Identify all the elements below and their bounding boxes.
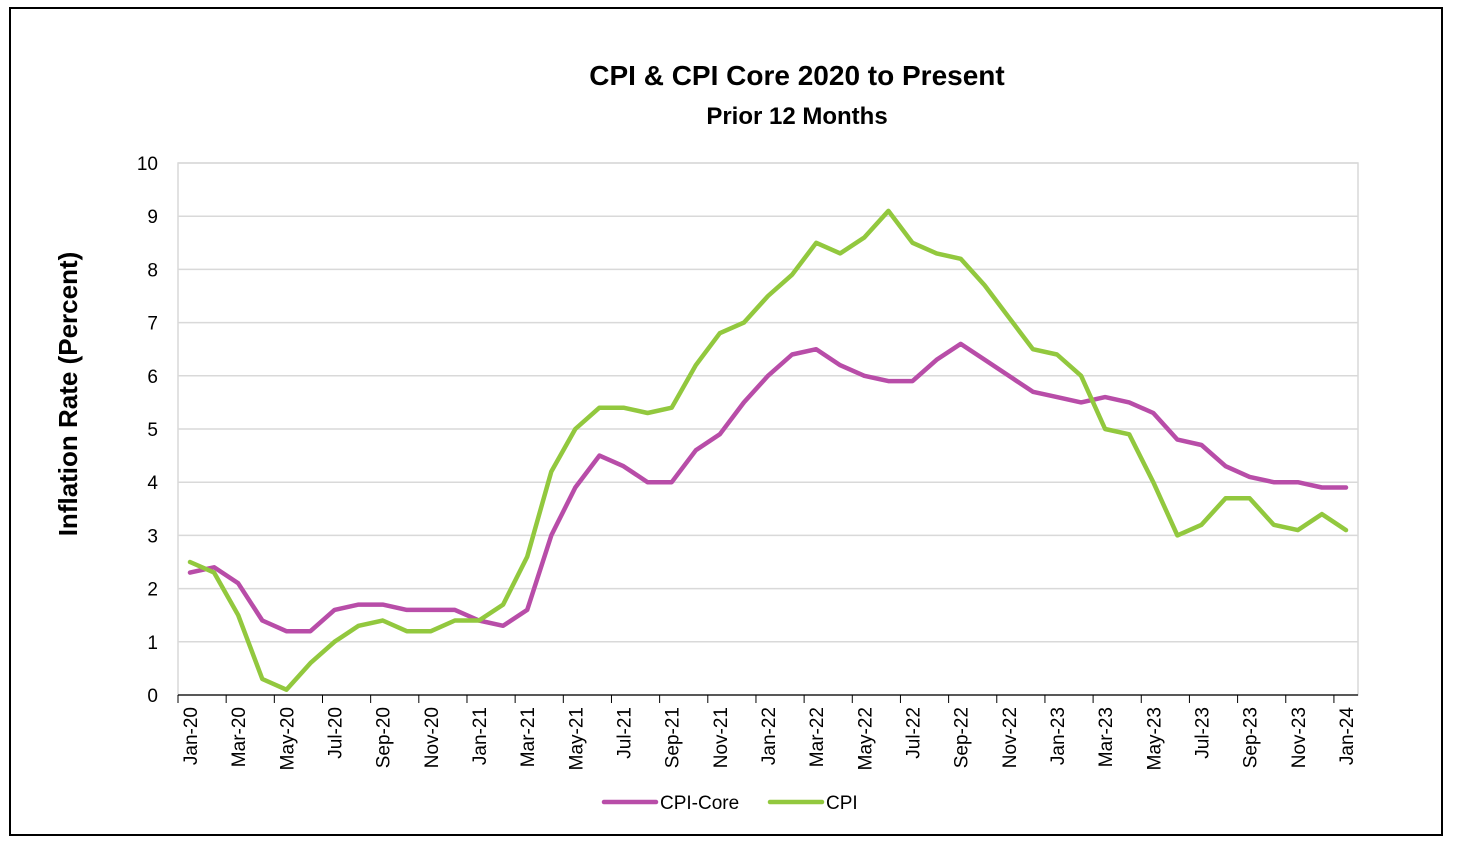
x-tick-label: Mar-20 <box>229 707 250 767</box>
gridlines <box>177 162 1359 696</box>
x-tick-label: Jan-22 <box>759 707 780 765</box>
x-tick-label: May-21 <box>566 707 587 770</box>
x-tick-label: Mar-23 <box>1096 707 1117 767</box>
x-tick-label: Nov-21 <box>711 707 732 768</box>
x-tick-label: Sep-23 <box>1241 707 1262 768</box>
x-tick-label: Jul-21 <box>615 707 636 759</box>
legend: CPI-Core CPI <box>601 793 858 814</box>
y-tick-label: 3 <box>147 526 158 547</box>
x-tick-labels: Jan-20 Mar-20 May-20 Jul-20 Sep-20 Nov-20 Jan-… <box>177 695 1358 770</box>
y-axis-label: Inflation Rate (Percent) <box>53 252 83 537</box>
chart-title: CPI & CPI Core 2020 to Present <box>589 60 1004 91</box>
x-tick-label: Jul-22 <box>903 707 924 759</box>
x-tick-label: Nov-23 <box>1289 707 1310 768</box>
x-tick-label: Jul-20 <box>326 707 347 759</box>
y-tick-label: 5 <box>147 420 158 441</box>
x-tick-label: Sep-20 <box>374 707 395 768</box>
x-tick-label: Jan-24 <box>1337 707 1358 766</box>
x-tick-label: May-20 <box>277 707 298 770</box>
y-tick-labels: 0 1 2 3 4 5 6 7 8 9 10 <box>137 154 159 707</box>
chart-frame <box>9 7 1443 836</box>
x-tick-label: Jan-20 <box>181 707 202 765</box>
x-tick-label: May-22 <box>855 707 876 770</box>
x-tick-label: Sep-22 <box>952 707 973 768</box>
legend-label: CPI <box>826 793 858 814</box>
series-lines <box>187 208 1349 692</box>
y-tick-label: 7 <box>147 314 158 335</box>
x-tick-label: Nov-20 <box>422 707 443 768</box>
x-tick-label: Jul-23 <box>1192 707 1213 759</box>
x-tick-label: Mar-22 <box>807 707 828 767</box>
y-tick-label: 4 <box>147 473 158 494</box>
y-tick-label: 9 <box>147 207 158 228</box>
y-tick-label: 6 <box>147 367 158 388</box>
y-tick-label: 10 <box>137 154 158 175</box>
y-tick-label: 2 <box>147 580 158 601</box>
x-tick-label: Jan-23 <box>1048 707 1069 765</box>
y-tick-label: 8 <box>147 260 158 281</box>
legend-label: CPI-Core <box>660 793 739 814</box>
series-line-cpi <box>187 208 1349 692</box>
x-tick-label: Sep-21 <box>663 707 684 768</box>
x-tick-label: Nov-22 <box>1000 707 1021 768</box>
y-tick-label: 0 <box>147 686 158 707</box>
x-tick-label: May-23 <box>1144 707 1165 770</box>
chart-subtitle: Prior 12 Months <box>706 103 887 130</box>
x-tick-label: Jan-21 <box>470 707 491 765</box>
x-tick-label: Mar-21 <box>518 707 539 767</box>
y-tick-label: 1 <box>147 633 158 654</box>
